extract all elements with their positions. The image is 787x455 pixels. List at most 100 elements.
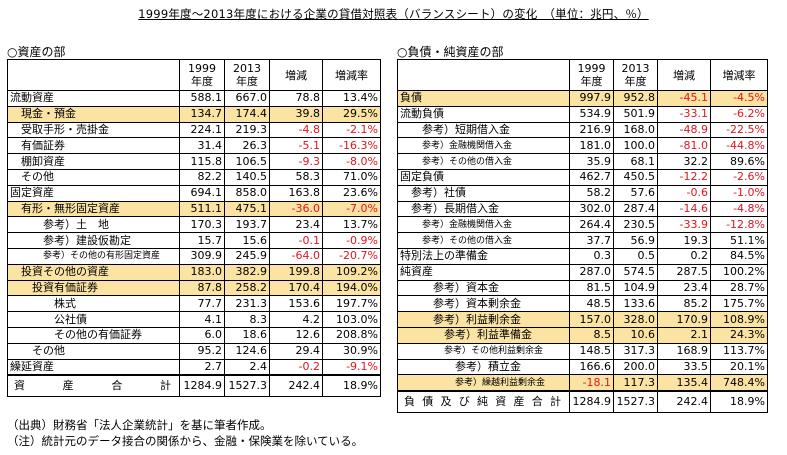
footnote: （注）統計元のデータ接合の関係から、金融・保険業を除いている。: [7, 434, 364, 448]
header-diff: 増減: [657, 59, 711, 91]
row-y2-value: 450.5: [613, 168, 658, 186]
row-diff-value: -9.3: [269, 153, 323, 170]
table-row: 純資産 287.0 574.5 287.5 100.2%: [397, 263, 768, 281]
row-rate-value: 24.3%: [710, 326, 768, 344]
row-label: 参考）その他の有形固定資産: [7, 247, 180, 265]
row-y1-value: 2.7: [179, 358, 225, 376]
row-y1-value: 148.5: [569, 342, 614, 360]
row-y1-value: 82.2: [179, 168, 225, 186]
row-y2-value: 26.3: [224, 137, 270, 155]
table-row: 棚卸資産 115.8 106.5 -9.3 -8.0%: [7, 153, 381, 170]
row-rate-value: -1.0%: [710, 184, 768, 202]
row-diff-value: -12.2: [657, 168, 711, 186]
row-rate-value: 113.7%: [710, 342, 768, 360]
row-diff-value: 0.2: [657, 247, 711, 265]
row-y1-value: 6.0: [179, 326, 225, 344]
row-y1-value: 4.1: [179, 311, 225, 328]
table-row: 流動資産 588.1 667.0 78.8 13.4%: [7, 90, 381, 107]
row-rate-value: 29.5%: [322, 105, 381, 123]
total-y2-value: 1527.3: [224, 374, 270, 398]
row-y1-value: 37.7: [569, 232, 614, 249]
row-y1-value: 87.8: [179, 279, 225, 297]
row-y1-value: 287.0: [569, 263, 614, 281]
row-diff-value: -36.0: [269, 200, 323, 218]
row-label: 参考）繰越利益剰余金: [397, 374, 570, 392]
row-diff-value: 32.2: [657, 153, 711, 170]
table-row: 参考）資本金 81.5 104.9 23.4 28.7%: [397, 279, 768, 297]
table-row: 固定負債 462.7 450.5 -12.2 -2.6%: [397, 168, 768, 186]
row-y1-value: 997.9: [569, 90, 614, 107]
row-rate-value: 109.2%: [322, 263, 381, 281]
row-y2-value: 382.9: [224, 263, 270, 281]
row-diff-value: 287.5: [657, 263, 711, 281]
table-row: 負債 997.9 952.8 -45.1 -4.5%: [397, 90, 768, 107]
table-row: 参考）その他の借入金 35.9 68.1 32.2 89.6%: [397, 153, 768, 170]
total-rate-value: 18.9%: [710, 390, 768, 414]
row-label: 繰延資産: [7, 358, 180, 376]
table-row: 流動負債 534.9 501.9 -33.1 -6.2%: [397, 105, 768, 123]
row-rate-value: -4.5%: [710, 90, 768, 107]
table-row: 参考）利益準備金 8.5 10.6 2.1 24.3%: [397, 326, 768, 344]
row-diff-value: 170.9: [657, 311, 711, 328]
row-diff-value: 168.9: [657, 342, 711, 360]
row-diff-value: -14.6: [657, 200, 711, 218]
total-y1-value: 1284.9: [179, 374, 225, 398]
row-diff-value: 23.4: [657, 279, 711, 297]
row-diff-value: 23.4: [269, 216, 323, 234]
row-diff-value: 85.2: [657, 295, 711, 313]
row-y1-value: 77.7: [179, 295, 225, 313]
row-y1-value: 31.4: [179, 137, 225, 155]
row-rate-value: 84.5%: [710, 247, 768, 265]
row-y2-value: 8.3: [224, 311, 270, 328]
row-y2-value: 952.8: [613, 90, 658, 107]
row-label: 流動負債: [397, 105, 570, 123]
table-row: 固定資産 694.1 858.0 163.8 23.6%: [7, 184, 381, 202]
header-year: 1999 年度: [569, 59, 614, 91]
row-y1-value: 534.9: [569, 105, 614, 123]
row-rate-value: 748.4%: [710, 374, 768, 392]
row-y2-value: 231.3: [224, 295, 270, 313]
row-diff-value: -33.9: [657, 216, 711, 234]
row-y2-value: 2.4: [224, 358, 270, 376]
table-row: 参考）繰越利益剰余金 -18.1 117.3 135.4 748.4%: [397, 374, 768, 392]
row-rate-value: 197.7%: [322, 295, 381, 313]
row-diff-value: -4.8: [269, 121, 323, 139]
row-y2-value: 200.0: [613, 358, 658, 376]
row-label: 純資産: [397, 263, 570, 281]
row-rate-value: -8.0%: [322, 153, 381, 170]
row-y2-value: 124.6: [224, 342, 270, 360]
row-rate-value: 175.7%: [710, 295, 768, 313]
total-label-char: 合: [531, 395, 543, 409]
row-y1-value: 216.9: [569, 121, 614, 139]
header-year-unit: 年度: [624, 75, 647, 88]
table-row: 参考）利益剰余金 157.0 328.0 170.9 108.9%: [397, 311, 768, 328]
row-label: 受取手形・売掛金: [7, 121, 180, 139]
header-row: 1999 年度 2013 年度 増減 増減率: [7, 59, 381, 91]
row-label: 参考）資本剰余金: [397, 295, 570, 313]
table-row: 株式 77.7 231.3 153.6 197.7%: [7, 295, 381, 313]
row-y1-value: 183.0: [179, 263, 225, 281]
table-row: 参考）社債 58.2 57.6 -0.6 -1.0%: [397, 184, 768, 202]
table-row: 参考）その他の有形固定資産 309.9 245.9 -64.0 -20.7%: [7, 247, 381, 265]
row-diff-value: 199.8: [269, 263, 323, 281]
row-rate-value: 28.7%: [710, 279, 768, 297]
row-label: 参考）長期借入金: [397, 200, 570, 218]
row-label: 参考）建設仮勘定: [7, 232, 180, 249]
total-label-char: 純: [477, 395, 488, 409]
row-y2-value: 104.9: [613, 279, 658, 297]
table-row: 参考）その他利益剰余金 148.5 317.3 168.9 113.7%: [397, 342, 768, 360]
row-label: 参考）利益準備金: [397, 326, 570, 344]
row-y2-value: 56.9: [613, 232, 658, 249]
row-y2-value: 15.6: [224, 232, 270, 249]
liabilities-section-heading: ○負債・純資産の部: [397, 45, 504, 59]
row-y2-value: 287.4: [613, 200, 658, 218]
row-label: 負債: [397, 90, 570, 107]
total-label-char: 産: [62, 379, 74, 393]
row-y1-value: 8.5: [569, 326, 614, 344]
liabilities-table: 1999 年度 2013 年度 増減 増減率 負債 997.9 952.8 -45.1 -4.5% 流…: [397, 59, 768, 414]
table-row: 参考）長期借入金 302.0 287.4 -14.6 -4.8%: [397, 200, 768, 218]
row-rate-value: -44.8%: [710, 137, 768, 155]
row-label: 参考）社債: [397, 184, 570, 202]
row-rate-value: -2.6%: [710, 168, 768, 186]
row-y1-value: 302.0: [569, 200, 614, 218]
